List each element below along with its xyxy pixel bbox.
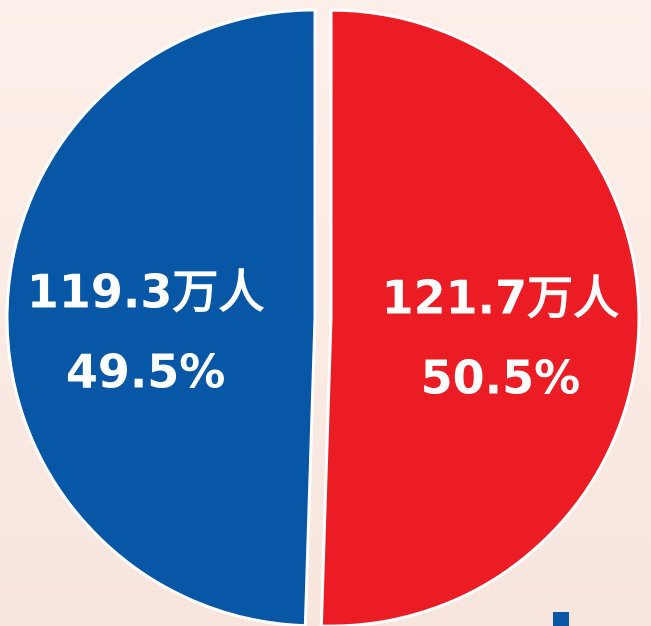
pie-slice [5,8,317,626]
legend-swatch [553,612,569,626]
count-label: 119.3万人 [27,265,265,319]
count-label: 121.7万人 [382,270,620,324]
pie: 119.3万人 49.5% 121.7万人 50.5% [5,8,641,626]
value-label: 49.5% [66,345,226,399]
value-label: 50.5% [421,350,581,404]
pie-slice [319,8,641,626]
